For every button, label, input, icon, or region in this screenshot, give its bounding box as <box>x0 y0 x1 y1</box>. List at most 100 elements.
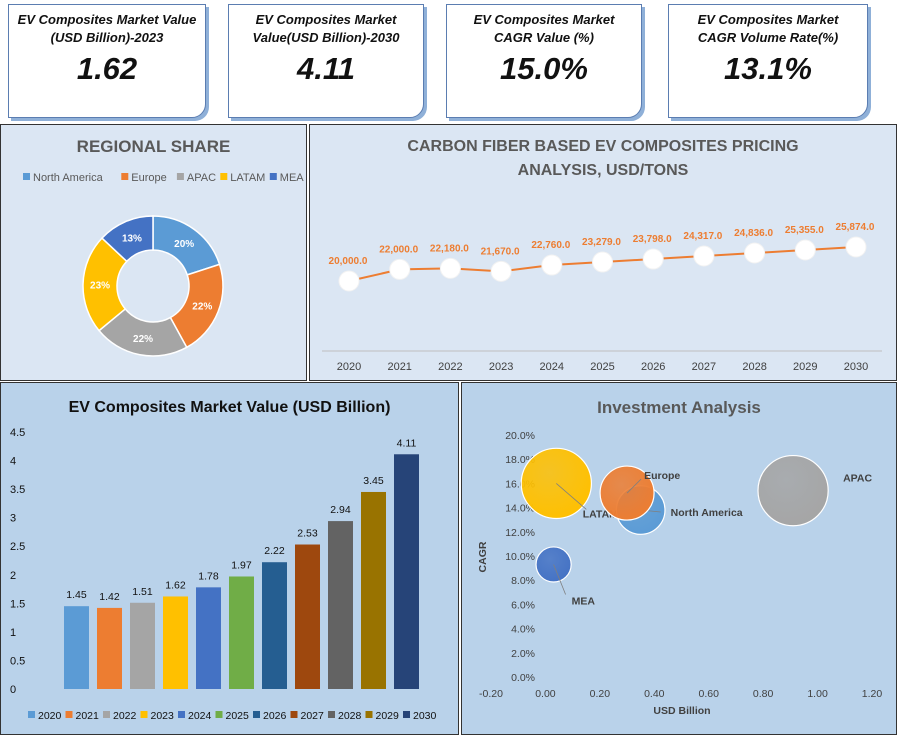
price-label: 25,874.0 <box>836 222 875 233</box>
bar-value-label: 1.97 <box>231 559 252 571</box>
x-tick-label: 2025 <box>590 361 614 373</box>
y-tick-label: 1 <box>10 627 16 639</box>
price-point <box>693 245 715 267</box>
legend-label: 2021 <box>76 710 100 722</box>
legend-swatch <box>403 711 410 718</box>
leader-line <box>553 564 566 595</box>
bar <box>196 587 221 689</box>
kpi-value: 15.0% <box>500 51 588 86</box>
bar-value-label: 1.51 <box>132 586 153 598</box>
market-value-chart: 00.511.522.533.544.51.45 1.42 1.511.621.78… <box>10 427 437 722</box>
price-point <box>541 254 563 276</box>
price-label: 23,798.0 <box>633 234 672 245</box>
price-label: 24,836.0 <box>734 228 773 239</box>
legend-swatch <box>269 173 277 180</box>
legend-label: APAC <box>187 172 216 184</box>
y-tick-label: 3 <box>10 513 16 525</box>
x-tick-label: 2020 <box>337 361 361 373</box>
pricing-chart: 20,000.0 2020 22,000.0 2021 22,180.0 2022 21,6… <box>322 222 882 373</box>
y-tick-label: 0 <box>10 684 16 696</box>
x-tick-label: 2024 <box>540 361 564 373</box>
legend-label: LATAM <box>230 172 265 184</box>
y-tick-label: 0.0% <box>511 672 535 684</box>
y-tick-label: 20.0% <box>505 430 535 442</box>
slice-label: 13% <box>122 233 142 244</box>
bar-value-label: 3.45 <box>363 475 384 487</box>
kpi-value: 13.1% <box>724 51 812 86</box>
legend-swatch <box>23 173 30 180</box>
regional-share-panel: REGIONAL SHARE North America Europe APAC LA… <box>0 124 307 381</box>
bubble-label: APAC <box>843 473 872 485</box>
bar <box>361 491 386 689</box>
y-tick-label: 12.0% <box>505 527 535 539</box>
price-point <box>592 251 613 273</box>
x-tick-label: 2022 <box>438 361 462 373</box>
legend-swatch <box>121 173 129 180</box>
legend-label: 2025 <box>226 710 250 722</box>
x-tick-label: 2028 <box>742 361 766 373</box>
y-tick-label: 2.0% <box>511 648 535 660</box>
x-tick-label: 1.00 <box>807 688 828 700</box>
bar <box>130 602 155 689</box>
slice-label: 20% <box>174 239 194 250</box>
price-label: 25,355.0 <box>785 225 824 236</box>
legend-swatch <box>290 711 298 718</box>
y-tick-label: 6.0% <box>511 599 535 611</box>
leader-line <box>556 483 587 510</box>
bubble-circle <box>757 454 829 527</box>
y-tick-label: 1.5 <box>10 598 25 610</box>
price-label: 22,000.0 <box>379 244 418 255</box>
x-tick-label: 2021 <box>387 361 411 373</box>
chart-title: REGIONAL SHARE <box>76 137 231 156</box>
kpi-card-cagr-volume: EV Composites Market CAGR Volume Rate(%)… <box>668 4 868 118</box>
kpi-value: 4.11 <box>296 51 356 86</box>
bar <box>163 596 188 689</box>
bubble <box>535 546 572 583</box>
bar-value-label: 1.78 <box>198 570 219 582</box>
legend-label: 2024 <box>188 710 212 722</box>
kpi-label: EV Composites Market Value (USD Billion)… <box>17 12 197 45</box>
price-label: 22,760.0 <box>531 240 570 251</box>
bubble <box>757 454 829 527</box>
legend-swatch <box>65 711 73 718</box>
pricing-panel: CARBON FIBER BASED EV COMPOSITES PRICING… <box>309 124 897 381</box>
x-tick-label: 2029 <box>793 361 817 373</box>
bar-value-label: 4.11 <box>397 437 417 449</box>
legend-label: 2027 <box>301 710 325 722</box>
kpi-label: EV Composites Market CAGR Volume Rate(%) <box>697 12 839 45</box>
regional-share-chart: North America Europe APAC LATAM MEA 20% 22% 22%… <box>23 172 304 357</box>
bar-value-label: 2.22 <box>264 545 285 557</box>
price-label: 21,670.0 <box>481 246 520 257</box>
legend-swatch <box>253 711 260 718</box>
kpi-card-value-2030: EV Composites Market Value(USD Billion)-… <box>228 4 424 118</box>
price-label: 24,317.0 <box>683 231 722 242</box>
price-point <box>389 258 411 280</box>
price-point <box>794 239 816 261</box>
x-tick-label: 2023 <box>489 361 513 373</box>
y-tick-label: 8.0% <box>511 575 535 587</box>
y-tick-label: 2.5 <box>10 541 25 553</box>
bar <box>328 521 353 689</box>
legend-swatch <box>176 173 184 180</box>
y-tick-label: 2 <box>10 570 16 582</box>
y-axis-title: CAGR <box>477 541 489 572</box>
y-tick-label: 0.5 <box>10 655 25 667</box>
legend-label: 2023 <box>151 710 175 722</box>
price-label: 23,279.0 <box>582 237 621 248</box>
y-tick-label: 14.0% <box>505 503 535 515</box>
price-point <box>642 248 664 270</box>
legend-label: 2028 <box>338 710 362 722</box>
y-tick-label: 4.5 <box>10 427 25 439</box>
price-label: 22,180.0 <box>430 243 469 254</box>
slice-label: 23% <box>90 280 110 291</box>
bubble-label: Europe <box>644 470 680 482</box>
legend-label: 2026 <box>263 710 287 722</box>
chart-title: EV Composites Market Value (USD Billion) <box>68 399 391 416</box>
bar <box>229 576 254 689</box>
legend-swatch <box>328 711 335 718</box>
legend-label: Europe <box>131 172 166 184</box>
bar <box>394 454 419 689</box>
chart-title: CARBON FIBER BASED EV COMPOSITES PRICING… <box>407 138 799 179</box>
x-axis-title: USD Billion <box>653 705 710 717</box>
bar-value-label: 2.53 <box>297 528 318 540</box>
